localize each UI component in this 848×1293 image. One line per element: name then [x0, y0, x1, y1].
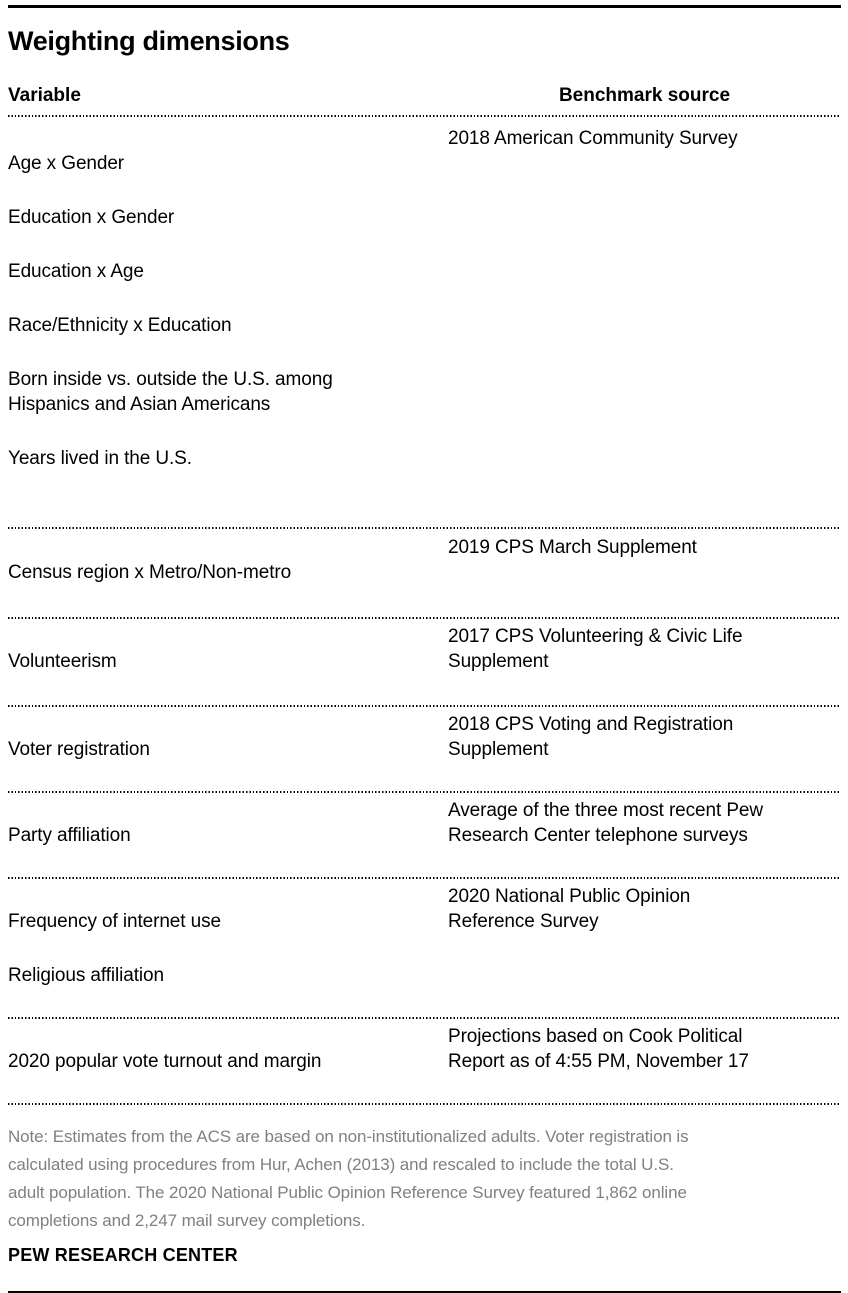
header-divider — [8, 115, 841, 117]
variable-item: Education x Gender — [8, 207, 175, 228]
table-row-volunteerism: Volunteerism 2017 CPS Volunteering & Civ… — [8, 619, 841, 705]
weighting-dimensions-figure: Weighting dimensions Variable Benchmark … — [0, 5, 848, 1293]
table-row-internet-religion: Frequency of internet use Religious affi… — [8, 879, 841, 1017]
benchmark-cell: 2020 National Public Opinion Reference S… — [448, 886, 691, 932]
variable-cell: Census region x Metro/Non-metro — [8, 535, 448, 610]
variable-item: Education x Age — [8, 261, 144, 282]
variable-cell: Age x Gender Education x Gender Educatio… — [8, 126, 448, 496]
table-row-party-affiliation: Party affiliation Average of the three m… — [8, 793, 841, 877]
variable-item: Religious affiliation — [8, 965, 164, 986]
benchmark-cell: 2018 American Community Survey — [448, 128, 738, 149]
variable-item: Census region x Metro/Non-metro — [8, 562, 292, 583]
row-divider — [8, 527, 841, 529]
row-divider — [8, 1103, 841, 1105]
variable-item: Years lived in the U.S. — [8, 448, 192, 469]
benchmark-cell: 2018 CPS Voting and Registration Supplem… — [448, 714, 734, 760]
variable-cell: Frequency of internet use Religious affi… — [8, 884, 448, 1013]
variable-item: Party affiliation — [8, 825, 131, 846]
variable-item: Frequency of internet use — [8, 911, 221, 932]
benchmark-cell: Projections based on Cook Political Repo… — [448, 1026, 749, 1072]
pew-research-center-footer: PEW RESEARCH CENTER — [8, 1245, 238, 1265]
note-text: Note: Estimates from the ACS are based o… — [8, 1127, 689, 1230]
variable-item: Race/Ethnicity x Education — [8, 315, 232, 336]
variable-item: 2020 popular vote turnout and margin — [8, 1051, 322, 1072]
benchmark-cell: Average of the three most recent Pew Res… — [448, 800, 764, 846]
table-header-row: Variable Benchmark source — [8, 84, 841, 115]
variable-cell: 2020 popular vote turnout and margin — [8, 1024, 448, 1099]
variable-cell: Voter registration — [8, 712, 448, 787]
table-row-vote-turnout: 2020 popular vote turnout and margin Pro… — [8, 1019, 841, 1103]
table-row-voter-registration: Voter registration 2018 CPS Voting and R… — [8, 707, 841, 791]
row-divider — [8, 877, 841, 879]
column-header-benchmark-source: Benchmark source — [558, 85, 731, 106]
variable-item: Voter registration — [8, 739, 150, 760]
table-row-census-region: Census region x Metro/Non-metro 2019 CPS… — [8, 529, 841, 617]
variable-cell: Party affiliation — [8, 798, 448, 873]
chart-title: Weighting dimensions — [8, 26, 290, 56]
column-header-variable: Variable — [8, 85, 81, 106]
row-divider — [8, 617, 841, 619]
variable-cell: Volunteerism — [8, 624, 448, 699]
benchmark-cell: 2017 CPS Volunteering & Civic Life Suppl… — [448, 626, 743, 672]
variable-item: Age x Gender — [8, 153, 125, 174]
row-divider — [8, 705, 841, 707]
variable-item: Born inside vs. outside the U.S. among H… — [8, 369, 333, 415]
benchmark-cell: 2019 CPS March Supplement — [448, 537, 697, 558]
top-rule — [8, 5, 841, 8]
row-divider — [8, 791, 841, 793]
table-row-acs: Age x Gender Education x Gender Educatio… — [8, 117, 841, 527]
variable-item: Volunteerism — [8, 651, 117, 672]
